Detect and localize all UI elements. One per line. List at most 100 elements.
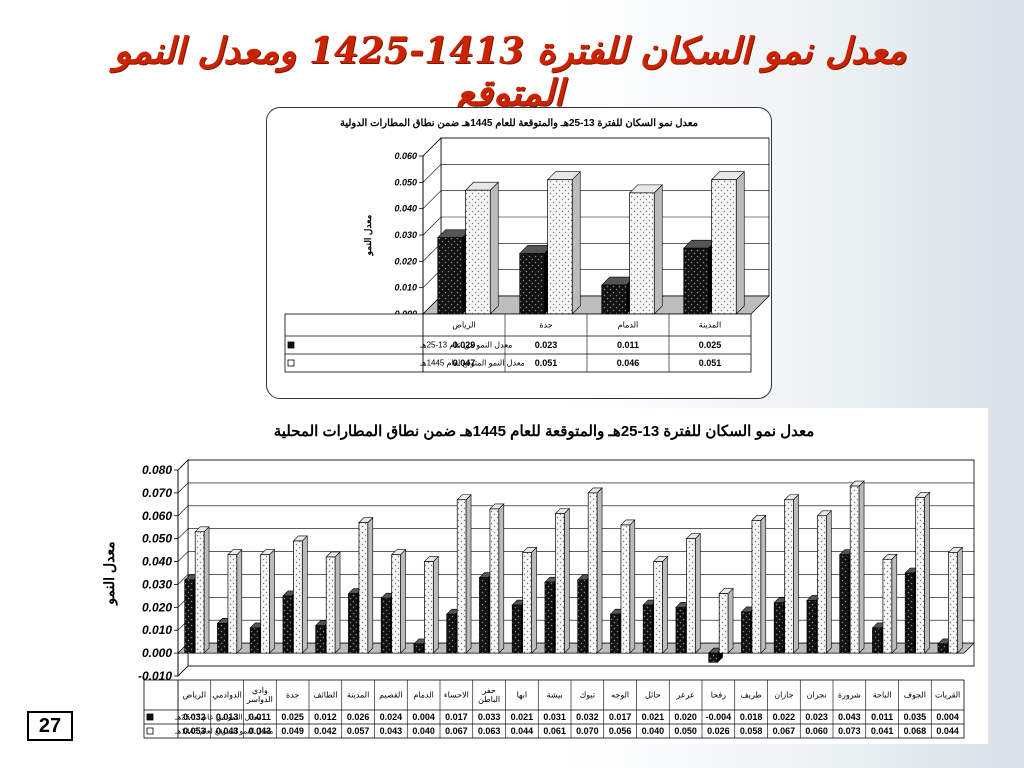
bar-side [629,519,636,654]
bar [358,522,369,654]
bar-side [400,548,406,654]
category-label: بيشة [547,691,563,700]
y-tick-label: 0.050 [394,177,417,187]
data-label: 0.017 [609,712,632,722]
bar [437,237,463,315]
category-label: جدة [286,691,299,700]
data-label: 0.051 [699,358,722,368]
bar [653,561,663,654]
data-label: 0.060 [805,726,828,736]
domestic-airports-chart-panel: معدل نمو السكان للفترة 13-25هـ والمتوقعة… [100,408,988,744]
y-tick-label: 0.040 [394,204,417,214]
category-label: حائل [645,691,661,700]
bar [511,604,522,654]
bar [839,554,849,654]
bar-side [694,532,701,654]
category-label: الاحساء [444,691,469,700]
y-axis-label: معدل النمو [363,214,374,256]
bar [380,597,391,654]
data-label: 0.042 [314,726,337,736]
data-label: 0.004 [936,712,959,722]
category-label: جازان [774,691,793,700]
data-label: 0.043 [249,726,272,736]
legend-swatch [287,359,295,367]
bar [784,499,794,654]
data-label: 0.011 [617,340,639,350]
data-label: 0.022 [773,712,796,722]
bar [675,606,686,654]
data-label: 0.012 [314,712,337,722]
y-tick-label: 0.030 [142,577,172,591]
bar-side [735,170,745,315]
bar-side [432,555,439,654]
data-label: 0.024 [380,712,403,722]
y-tick-label: 0.000 [142,646,172,660]
bar [194,531,205,654]
data-table-frame [284,313,752,373]
bar [479,577,489,654]
data-label: 0.023 [535,340,558,350]
bar-side [489,181,499,315]
legend-label: معدل النمو المتوقع لعام 1445هـ [174,727,273,736]
data-label: 0.020 [674,712,697,722]
bar [718,593,729,654]
y-tick-label: -0.010 [138,669,172,683]
data-label: 0.056 [609,726,632,736]
legend-swatch [146,713,154,721]
gridline [422,164,769,183]
bar [849,485,860,654]
bar [217,623,227,654]
category-label: الجوف [904,691,926,700]
y-tick-label: 0.060 [142,509,172,523]
data-label: 0.053 [183,726,206,736]
bar-side [571,170,581,315]
category-label: الدواسر [246,695,273,704]
bar-side [367,516,374,654]
bar-side [858,480,865,654]
data-label: 0.040 [642,726,665,736]
category-label: نجران [807,691,827,700]
bar-side [498,503,505,654]
bar [882,558,893,654]
data-label: 0.021 [642,712,665,722]
y-tick-label: 0.050 [142,532,172,546]
legend-swatch [287,341,295,349]
category-label: الباطن [478,695,500,704]
data-label: 0.032 [576,712,599,722]
bar [948,552,958,654]
bar [711,179,737,315]
category-label: القريات [935,691,960,700]
legend-swatch [146,727,154,735]
bar-side [563,507,570,654]
bar [642,604,653,654]
bar [413,643,424,654]
data-label: 0.004 [412,712,435,722]
data-label: 0.051 [535,358,558,368]
legend-label: معدل النمو من عام 13-25هـ [419,341,512,350]
bar-side [269,548,275,654]
data-label: 0.041 [871,726,894,736]
category-label: الرياض [452,321,475,330]
category-label: ابها [517,691,528,700]
data-label: 0.044 [511,726,534,736]
data-label: 0.067 [773,726,796,736]
bar [227,554,238,654]
data-label: 0.044 [936,726,959,736]
data-label: 0.032 [183,712,206,722]
category-label: الطائف [313,691,337,700]
data-table-frame [143,679,965,739]
data-label: 0.017 [445,712,468,722]
data-label: 0.033 [478,712,501,722]
bar [741,611,751,654]
gridline [177,459,974,471]
gridline [177,574,974,585]
bar-side [924,491,930,654]
category-label: الدمام [413,691,434,700]
slide-title: معدل نمو السكان للفترة 1413-1425 ومعدل ا… [113,30,907,114]
bar-side [662,555,668,654]
data-label: 0.061 [543,726,566,736]
gridline [422,137,769,157]
bar [391,554,401,654]
chart-title-international: معدل نمو السكان للفترة 13-25هـ والمتوقعة… [340,118,698,129]
category-label: جدة [539,321,552,330]
